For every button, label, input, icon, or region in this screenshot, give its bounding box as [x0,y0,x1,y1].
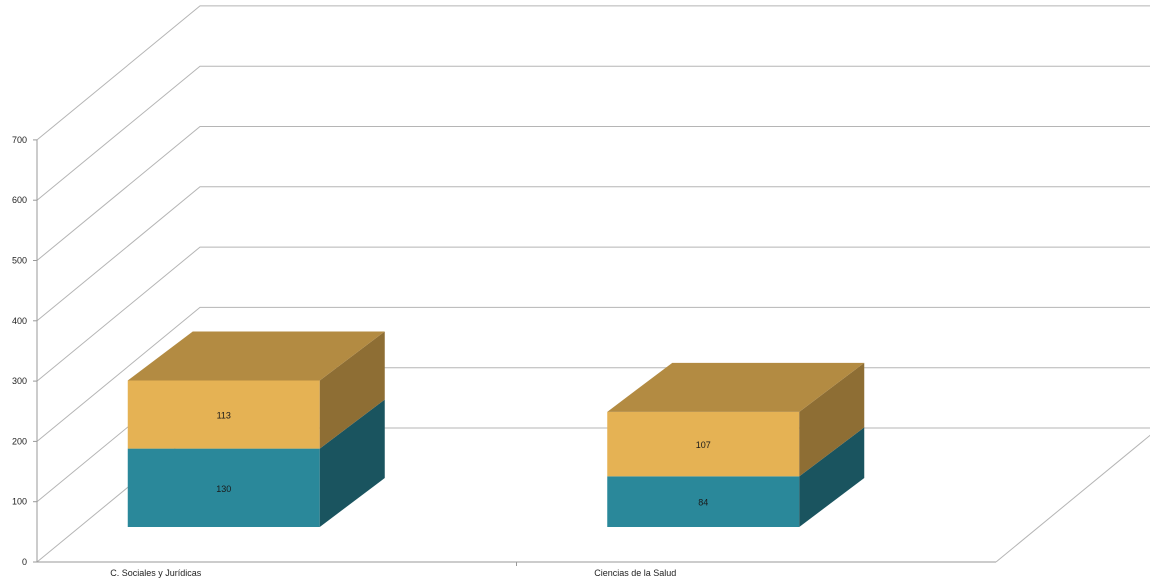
floor-edge [995,434,1150,563]
x-tick-label: Ciencias de la Salud [594,568,676,578]
y-tick-label: 0 [22,557,27,567]
y-tick-label: 200 [12,436,27,446]
bar-segment-side [799,427,865,527]
bar-segment-front [607,476,800,527]
bar-segment-front [607,411,800,477]
data-label: 107 [696,440,711,450]
y-tick-label: 700 [12,135,27,145]
y-tick-label: 100 [12,497,27,507]
bar-top-face [127,331,385,381]
bar-top-face [607,362,865,412]
data-label: 113 [217,411,231,421]
y-tick-label: 500 [12,256,27,266]
gridline [36,65,1150,201]
x-tick-label: C. Sociales y Jurídicas [110,568,202,578]
bar-segment-side [319,399,385,527]
bar-segment-side [799,362,865,477]
bar-segment-front [127,448,320,527]
y-tick-label: 400 [12,316,27,326]
gridline [36,246,1150,382]
gridline [36,126,1150,261]
bar-segment-side [319,331,385,449]
gridline [36,306,1150,442]
gridline [36,186,1150,322]
data-label: 130 [216,484,231,494]
y-tick-label: 600 [12,195,27,205]
y-tick-label: 300 [12,376,27,386]
gridline [36,5,1150,141]
bar-segment-front [127,380,320,449]
data-label: 84 [698,498,708,508]
